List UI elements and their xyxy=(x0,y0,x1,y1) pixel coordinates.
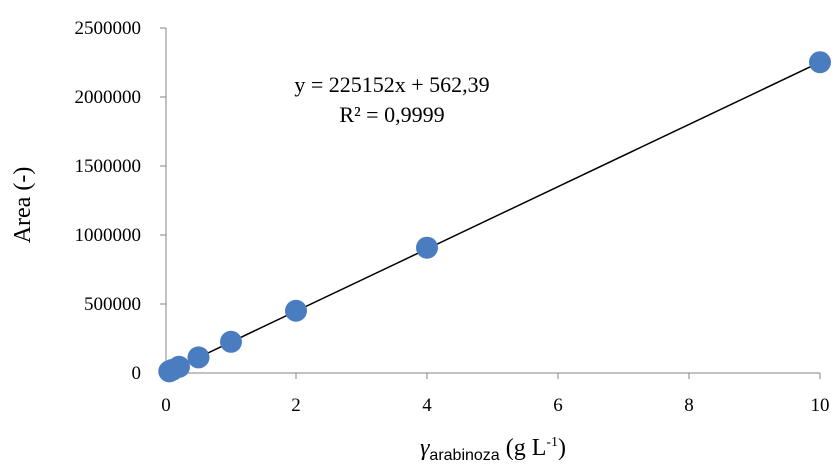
x-axis-label: γarabinoza (g L-1) xyxy=(420,435,566,464)
axes xyxy=(160,28,820,379)
trendline xyxy=(169,62,820,371)
r-squared-label: R² = 0,9999 xyxy=(339,102,444,127)
y-axis-label: Area (-) xyxy=(10,167,36,244)
y-tick-label: 1500000 xyxy=(75,156,142,177)
y-tick-label: 2500000 xyxy=(75,18,142,39)
x-axis-units-exponent: -1 xyxy=(546,435,558,450)
x-tick-label: 4 xyxy=(422,395,432,416)
x-axis-subscript: arabinoza xyxy=(429,447,499,464)
y-tick-labels: 0 500000 1000000 1500000 2000000 2500000 xyxy=(75,18,142,384)
y-tick-label: 500000 xyxy=(84,294,141,315)
x-tick-label: 2 xyxy=(291,395,301,416)
x-axis-units: (g L xyxy=(500,435,547,461)
x-tick-labels: 0 2 4 6 8 10 xyxy=(161,395,829,416)
trendline-group xyxy=(169,62,820,371)
y-tick-label: 0 xyxy=(132,363,142,384)
trendline-equation: y = 225152x + 562,39 xyxy=(294,72,489,97)
y-tick-label: 1000000 xyxy=(75,225,142,246)
data-point xyxy=(416,237,438,259)
y-tick-label: 2000000 xyxy=(75,87,142,108)
data-point xyxy=(285,300,307,322)
data-point xyxy=(168,356,190,378)
x-axis-units-close: ) xyxy=(558,435,566,461)
x-tick-label: 0 xyxy=(161,395,171,416)
x-tick-label: 10 xyxy=(811,395,830,416)
data-point xyxy=(220,331,242,353)
data-point xyxy=(809,51,831,73)
data-point xyxy=(188,346,210,368)
x-tick-label: 8 xyxy=(684,395,694,416)
x-tick-label: 6 xyxy=(553,395,563,416)
